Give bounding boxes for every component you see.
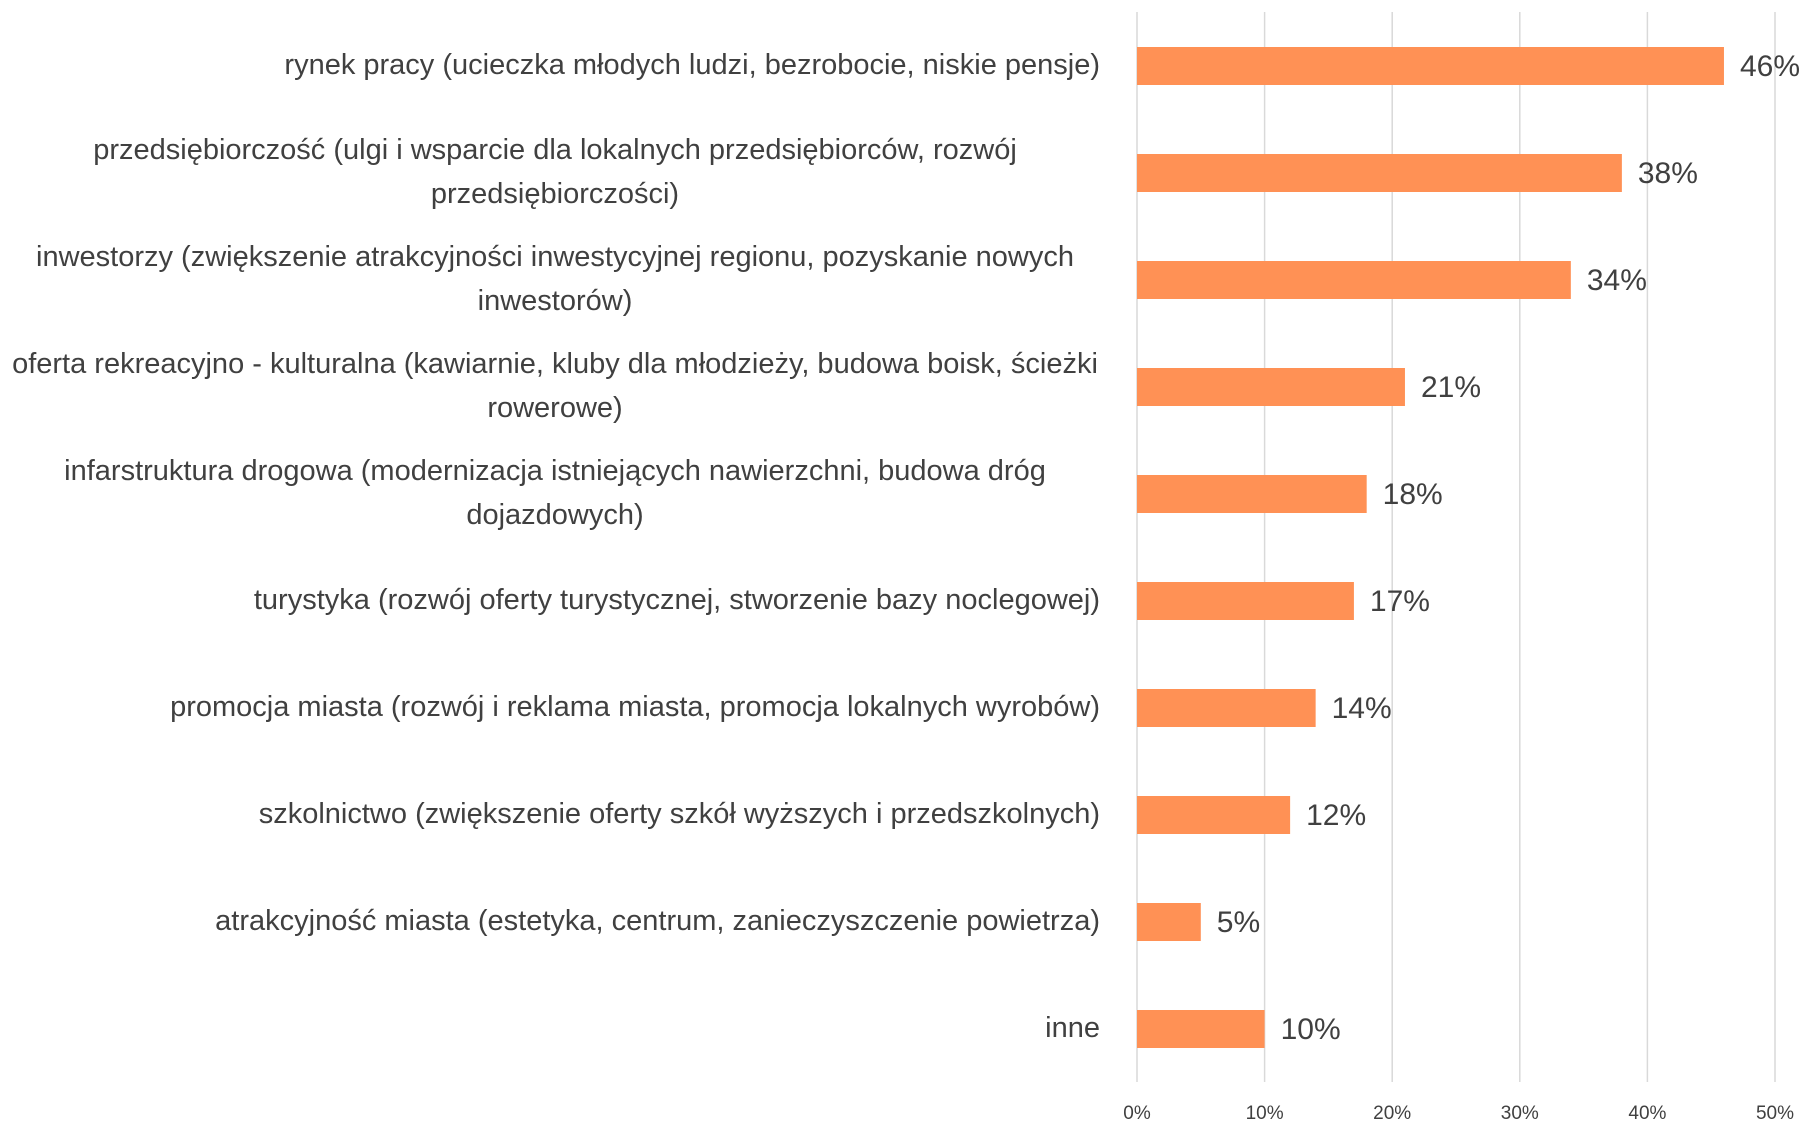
- bar: [1137, 689, 1316, 727]
- category-label: turystyka (rozwój oferty turystycznej, s…: [253, 584, 1100, 616]
- value-label: 10%: [1281, 1013, 1341, 1046]
- value-label: 5%: [1217, 906, 1260, 939]
- bar: [1137, 903, 1201, 941]
- bar: [1137, 475, 1367, 513]
- x-tick-label: 30%: [1501, 1103, 1539, 1124]
- bar: [1137, 47, 1724, 85]
- bar: [1137, 261, 1571, 299]
- value-label: 38%: [1638, 157, 1698, 190]
- category-label: inne: [1045, 1012, 1100, 1044]
- x-tick-label: 20%: [1373, 1103, 1411, 1124]
- value-label: 18%: [1383, 478, 1443, 511]
- category-label: atrakcyjność miasta (estetyka, centrum, …: [215, 905, 1100, 937]
- category-label: rynek pracy (ucieczka młodych ludzi, bez…: [284, 49, 1100, 81]
- category-label: inwestorzy (zwiększenie atrakcyjności in…: [36, 241, 1074, 317]
- value-label: 46%: [1740, 50, 1800, 83]
- x-tick-label: 10%: [1246, 1103, 1284, 1124]
- value-label: 34%: [1587, 264, 1647, 297]
- category-label: promocja miasta (rozwój i reklama miasta…: [170, 691, 1100, 723]
- value-label: 12%: [1306, 799, 1366, 832]
- bar: [1137, 368, 1405, 406]
- category-label: przedsiębiorczość (ulgi i wsparcie dla l…: [93, 134, 1017, 210]
- value-label: 17%: [1370, 585, 1430, 618]
- bar: [1137, 154, 1622, 192]
- x-tick-label: 50%: [1756, 1103, 1794, 1124]
- category-label: infarstruktura drogowa (modernizacja ist…: [64, 455, 1046, 531]
- value-label: 21%: [1421, 371, 1481, 404]
- value-label: 14%: [1332, 692, 1392, 725]
- bar: [1137, 1010, 1265, 1048]
- x-tick-label: 0%: [1123, 1103, 1151, 1124]
- category-label: szkolnictwo (zwiększenie oferty szkół wy…: [258, 798, 1100, 830]
- x-tick-label: 40%: [1628, 1103, 1666, 1124]
- category-label: oferta rekreacyjno - kulturalna (kawiarn…: [12, 348, 1098, 424]
- bar: [1137, 582, 1354, 620]
- bar: [1137, 796, 1291, 834]
